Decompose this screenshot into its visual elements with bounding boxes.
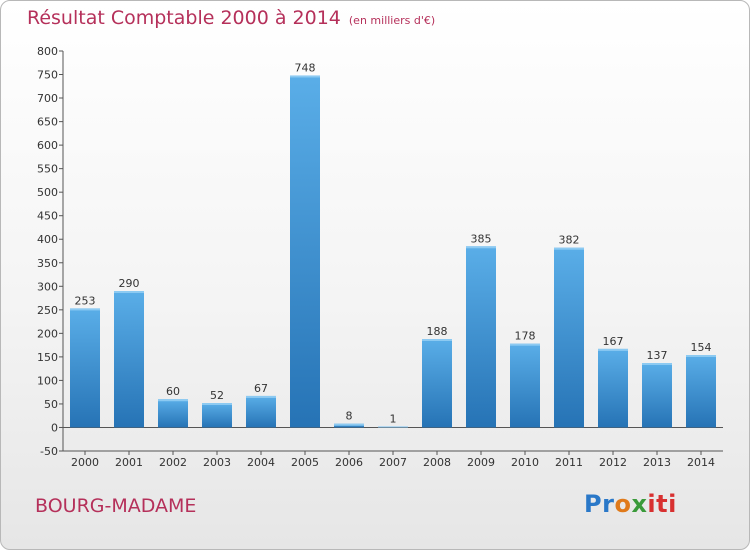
- bar-highlight: [158, 399, 188, 402]
- x-tick-label: 2000: [71, 456, 99, 469]
- y-tick-label: 200: [37, 327, 58, 340]
- logo-part-2: o: [614, 490, 632, 518]
- value-labels: 253 290 60 52 67 748 8 1 188 385 178 382 167 137 154: [75, 61, 712, 425]
- value-label: 52: [210, 389, 224, 402]
- x-tick-label: 2003: [203, 456, 231, 469]
- logo-part-4: iti: [647, 490, 677, 518]
- bar: [642, 363, 672, 428]
- y-tick-label: 50: [44, 398, 58, 411]
- value-label: 60: [166, 385, 180, 398]
- x-tick-label: 2006: [335, 456, 363, 469]
- logo-part-1: Pr: [584, 490, 615, 518]
- bar-highlight: [554, 247, 584, 250]
- value-label: 385: [471, 232, 492, 245]
- value-label: 382: [559, 234, 580, 247]
- y-tick-label: 550: [37, 163, 58, 176]
- bar: [422, 339, 452, 428]
- value-label: 1: [390, 412, 397, 425]
- y-tick-label: 500: [37, 186, 58, 199]
- x-tick-label: 2009: [467, 456, 495, 469]
- x-tick-label: 2007: [379, 456, 407, 469]
- x-tick-label: 2011: [555, 456, 583, 469]
- bar-highlight: [598, 348, 628, 351]
- bar: [466, 246, 496, 428]
- bar: [510, 343, 540, 428]
- bar-highlight: [202, 403, 232, 405]
- value-label: 253: [75, 294, 96, 307]
- commune-name: BOURG-MADAME: [35, 495, 197, 517]
- x-tick-label: 2004: [247, 456, 275, 469]
- y-tick-label: 100: [37, 374, 58, 387]
- x-tick-label: 2012: [599, 456, 627, 469]
- x-tick-label: 2014: [687, 456, 715, 469]
- y-tick-label: 400: [37, 233, 58, 246]
- y-tick-label: 300: [37, 280, 58, 293]
- bar: [246, 395, 276, 428]
- bar-highlight: [114, 291, 144, 293]
- value-label: 188: [427, 325, 448, 338]
- chart-unit: (en milliers d'€): [348, 14, 436, 27]
- value-label: 748: [295, 61, 316, 74]
- bar-highlight: [466, 246, 496, 249]
- value-label: 178: [515, 330, 536, 343]
- x-tick-label: 2008: [423, 456, 451, 469]
- bar: [202, 403, 232, 428]
- bar: [70, 308, 100, 428]
- value-label: 67: [254, 382, 268, 395]
- value-label: 8: [346, 410, 353, 423]
- logo-part-3: x: [631, 490, 648, 518]
- y-tick-label: 0: [51, 421, 58, 434]
- bar-highlight: [70, 308, 100, 311]
- bar: [598, 348, 628, 428]
- value-label: 154: [691, 341, 712, 354]
- y-tick-label: 800: [37, 45, 58, 58]
- bar-highlight: [686, 355, 716, 357]
- bar-highlight: [246, 395, 276, 398]
- bar-highlight: [510, 343, 540, 346]
- y-tick-label: 350: [37, 257, 58, 270]
- x-tick-label: 2013: [643, 456, 671, 469]
- chart-title-block: Résultat Comptable 2000 à 2014 (en millie…: [27, 7, 435, 29]
- y-tick-label: -50: [40, 445, 58, 458]
- bar: [554, 247, 584, 428]
- y-tick-label: 150: [37, 351, 58, 364]
- y-tick-label: 450: [37, 210, 58, 223]
- bar: [290, 75, 320, 428]
- bar: [158, 399, 188, 428]
- x-tick-label: 2002: [159, 456, 187, 469]
- bar-highlight: [290, 75, 320, 78]
- bar: [114, 291, 144, 428]
- y-tick-label: 750: [37, 69, 58, 82]
- bar: [686, 355, 716, 428]
- y-tick-label: 600: [37, 139, 58, 152]
- axes: -50 0 50 100 150 200 250 300 350 400 450 500 550 600 6…: [37, 45, 723, 469]
- proxiti-logo[interactable]: Proxiti: [584, 490, 677, 518]
- y-tick-label: 650: [37, 116, 58, 129]
- y-tick-label: 250: [37, 304, 58, 317]
- value-label: 137: [647, 349, 668, 362]
- chart-title: Résultat Comptable 2000 à 2014: [27, 7, 341, 29]
- y-tick-label: 700: [37, 92, 58, 105]
- bar-highlight: [378, 426, 408, 428]
- x-tick-label: 2005: [291, 456, 319, 469]
- bars: [70, 75, 716, 428]
- bar-highlight: [334, 423, 364, 426]
- x-tick-label: 2010: [511, 456, 539, 469]
- bar-highlight: [642, 363, 672, 365]
- value-label: 290: [119, 277, 140, 290]
- x-tick-label: 2001: [115, 456, 143, 469]
- bar-highlight: [422, 339, 452, 341]
- value-label: 167: [603, 335, 624, 348]
